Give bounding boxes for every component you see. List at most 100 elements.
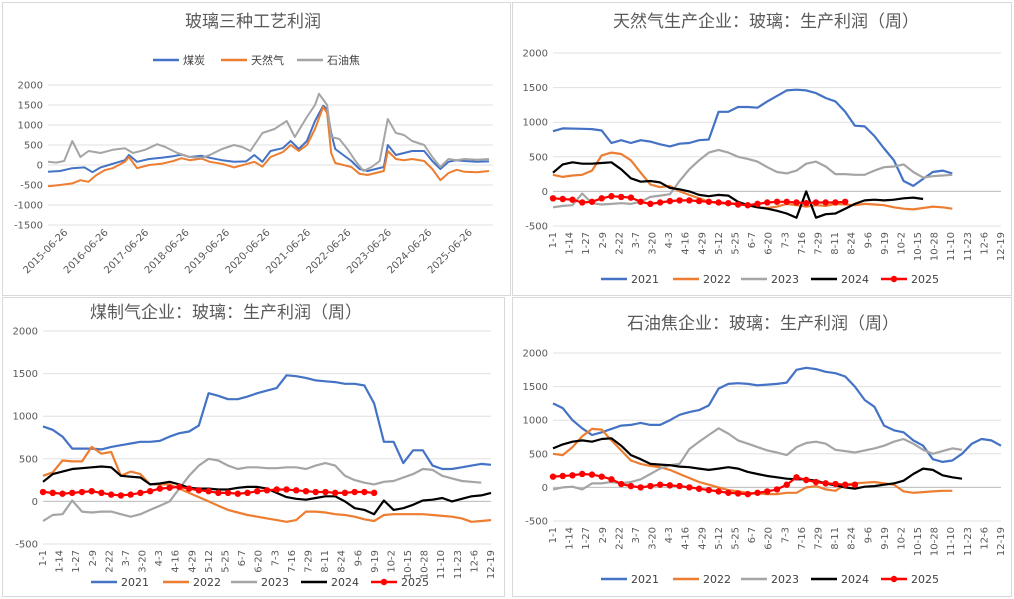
data-point-2025 bbox=[263, 487, 271, 494]
data-point-2025 bbox=[764, 488, 771, 495]
data-point-2025 bbox=[686, 484, 693, 491]
x-tick-label: 1-27 bbox=[581, 527, 592, 550]
data-point-2025 bbox=[841, 198, 849, 205]
x-tick-label: 10-2 bbox=[896, 232, 907, 255]
data-point-2025 bbox=[579, 470, 586, 478]
legend-marker-2025 bbox=[380, 578, 388, 586]
data-point-2025 bbox=[754, 489, 761, 496]
x-tick-label: 11-23 bbox=[453, 550, 464, 579]
x-tick-label: 8-24 bbox=[337, 550, 348, 573]
x-tick-label: 3-7 bbox=[631, 527, 642, 543]
data-point-2025 bbox=[734, 201, 742, 208]
data-point-2025 bbox=[185, 485, 193, 492]
chart-title: 玻璃三种工艺利润 bbox=[185, 12, 321, 32]
series-line-2021 bbox=[552, 88, 953, 187]
chart-panel-natural-gas: 天然气生产企业：玻璃：生产利润（周） -500 0 500 1000 1500 2000 1-… bbox=[512, 2, 1012, 296]
data-point-2025 bbox=[370, 489, 378, 497]
legend-label-天然气: 天然气 bbox=[251, 53, 284, 67]
data-point-2025 bbox=[137, 489, 144, 497]
x-tick-label: 12-6 bbox=[979, 232, 990, 255]
legend-label-2022: 2022 bbox=[193, 576, 221, 589]
data-point-2025 bbox=[734, 490, 742, 497]
y-tick-label: 2000 bbox=[523, 49, 548, 60]
legend-label-2023: 2023 bbox=[771, 573, 799, 586]
y-tick-label: 1000 bbox=[523, 118, 548, 129]
x-tick-label: 10-2 bbox=[896, 527, 907, 550]
chart-coal-gas-profit: 煤制气企业：玻璃：生产利润（周） -500 0 500 1000 1500 2000 1-1 1… bbox=[13, 303, 497, 589]
series-line-石油焦 bbox=[47, 92, 490, 172]
x-tick-label: 10-28 bbox=[930, 527, 941, 556]
x-tick-label: 6-7 bbox=[747, 232, 758, 248]
data-point-2025 bbox=[322, 488, 329, 496]
x-tick-label: 1-27 bbox=[581, 232, 592, 255]
data-point-2025 bbox=[617, 193, 625, 201]
data-point-2025 bbox=[783, 198, 790, 205]
x-tick-label: 10-15 bbox=[913, 232, 924, 261]
y-tick-label: 1000 bbox=[18, 121, 43, 132]
x-tick-label: 2-9 bbox=[598, 232, 609, 248]
x-tick-label: 3-7 bbox=[631, 232, 642, 248]
legend-label-2023: 2023 bbox=[771, 273, 799, 286]
data-point-2025 bbox=[579, 199, 586, 206]
data-point-2025 bbox=[744, 202, 751, 209]
data-point-2025 bbox=[695, 485, 703, 492]
x-tick-label: 9-19 bbox=[880, 232, 891, 255]
x-tick-label: 5-12 bbox=[714, 527, 725, 550]
x-tick-label: 1-27 bbox=[71, 550, 82, 573]
data-point-2025 bbox=[627, 482, 635, 490]
series-line-天然气 bbox=[47, 106, 490, 188]
legend-label-2025: 2025 bbox=[401, 576, 429, 589]
data-point-2025 bbox=[195, 487, 203, 494]
data-point-2025 bbox=[695, 197, 703, 205]
x-tick-label: 4-29 bbox=[697, 232, 708, 255]
x-tick-label: 5-12 bbox=[714, 232, 725, 255]
chart-title: 煤制气企业：玻璃：生产利润（周） bbox=[90, 303, 362, 323]
data-point-2025 bbox=[127, 491, 134, 498]
data-point-2025 bbox=[627, 194, 635, 201]
data-point-2025 bbox=[351, 488, 358, 496]
x-tick-label: 11-10 bbox=[946, 527, 957, 556]
data-point-2025 bbox=[803, 476, 810, 484]
data-point-2025 bbox=[293, 487, 300, 494]
x-tick-label: 10-28 bbox=[930, 232, 941, 261]
y-tick-label: 1500 bbox=[18, 101, 43, 112]
x-tick-label: 2-22 bbox=[614, 527, 625, 550]
data-point-2025 bbox=[98, 489, 105, 497]
data-point-2025 bbox=[647, 482, 654, 490]
y-tick-label: 500 bbox=[24, 141, 43, 152]
series-line-2021 bbox=[42, 374, 492, 471]
series-line-煤炭 bbox=[47, 104, 490, 174]
x-tick-label: 10-15 bbox=[913, 527, 924, 556]
data-point-2025 bbox=[822, 480, 829, 487]
x-tick-label: 7-3 bbox=[780, 527, 791, 543]
x-tick-label: 2-9 bbox=[598, 527, 609, 543]
x-tick-label: 12-6 bbox=[979, 527, 990, 550]
data-point-2025 bbox=[549, 473, 557, 480]
x-tick-label: 9-6 bbox=[863, 527, 874, 543]
data-point-2025 bbox=[676, 197, 683, 204]
x-tick-label: 2-9 bbox=[88, 550, 99, 566]
x-tick-label: 6-20 bbox=[254, 550, 265, 573]
x-tick-label: 7-16 bbox=[797, 232, 808, 255]
x-tick-label: 6-7 bbox=[747, 527, 758, 543]
x-tick-label: 4-3 bbox=[154, 550, 165, 566]
data-point-2025 bbox=[783, 481, 790, 488]
data-point-2025 bbox=[156, 485, 164, 492]
data-point-2025 bbox=[803, 199, 810, 207]
x-tick-label: 10-2 bbox=[386, 550, 397, 573]
x-tick-label: 12-6 bbox=[469, 550, 480, 573]
data-point-2025 bbox=[832, 480, 839, 488]
y-tick-label: 2000 bbox=[18, 81, 43, 92]
data-point-2025 bbox=[88, 487, 95, 495]
data-point-2025 bbox=[812, 478, 820, 486]
series-line-2024 bbox=[552, 437, 963, 490]
data-point-2025 bbox=[107, 491, 115, 498]
chart-panel-three-process: 玻璃三种工艺利润 -1500 -1000 -500 0 500 1000 1500 2000 20… bbox=[2, 2, 511, 296]
y-tick-label: 1500 bbox=[523, 382, 548, 393]
data-point-2025 bbox=[715, 488, 722, 495]
y-tick-label: 0 bbox=[32, 497, 38, 508]
x-tick-label: 6-20 bbox=[764, 527, 775, 550]
legend-label-2023: 2023 bbox=[261, 576, 289, 589]
data-point-2025 bbox=[725, 489, 732, 496]
data-point-2025 bbox=[559, 195, 566, 203]
